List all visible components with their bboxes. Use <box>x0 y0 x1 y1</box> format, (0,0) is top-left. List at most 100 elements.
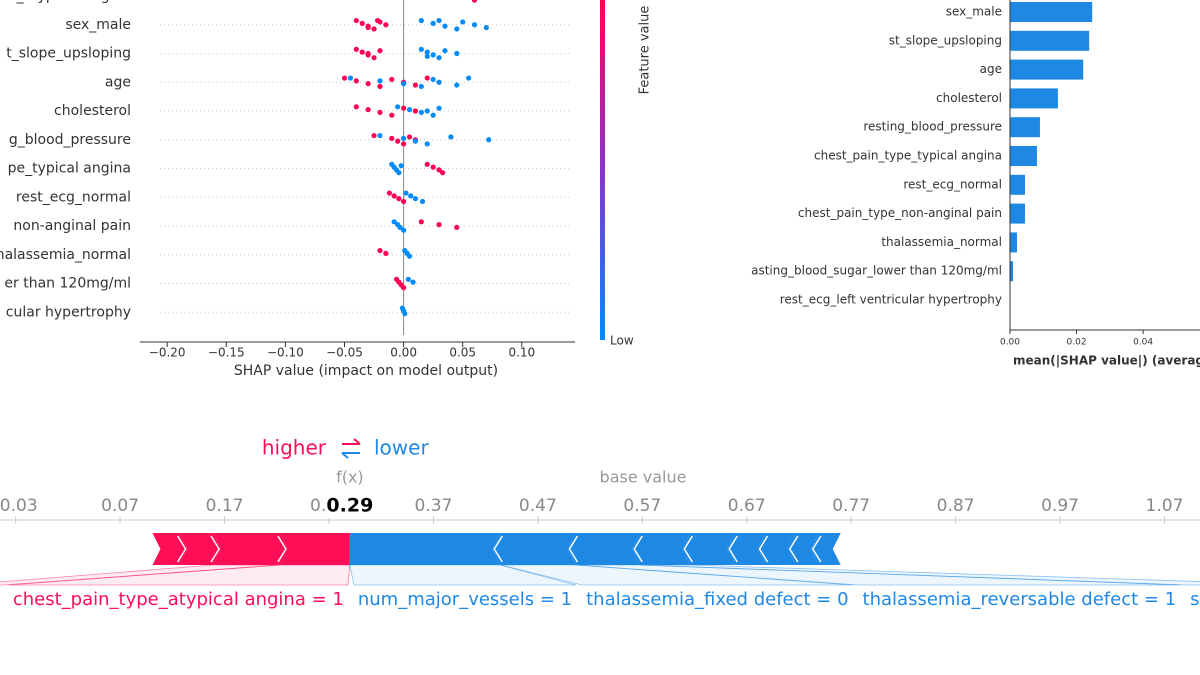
shap-dot <box>483 24 489 31</box>
bar <box>1010 261 1013 282</box>
force-segment-higher <box>213 533 288 565</box>
bar <box>1010 88 1058 109</box>
shap-dot <box>448 134 454 140</box>
segment-divider <box>633 535 643 563</box>
shap-dot <box>424 161 430 167</box>
segment-divider <box>176 535 187 563</box>
feature-label: rest_ecg_normal <box>903 177 1002 191</box>
legend-lower: lower <box>374 436 429 460</box>
segment-divider <box>758 535 769 563</box>
x-tick-label: 0.02 <box>1067 338 1087 348</box>
shap-dot <box>418 109 424 115</box>
shap-dot <box>471 0 478 3</box>
segment-divider <box>493 535 503 563</box>
shap-dot <box>359 49 365 55</box>
feature-label: chest_pain_type_typical angina <box>814 149 1002 163</box>
force-segment-lower <box>757 533 796 565</box>
shap-dot <box>442 23 448 29</box>
x-tick-label: −0.05 <box>326 346 363 360</box>
force-segment-higher <box>179 533 222 565</box>
x-tick-label: 1.07 <box>1146 496 1184 516</box>
force-segment-higher <box>152 533 188 565</box>
shap-dot <box>418 219 424 225</box>
shap-dot <box>406 107 413 113</box>
shap-dot <box>377 247 383 254</box>
colorbar <box>600 0 605 340</box>
shap-dot <box>410 279 416 285</box>
base-value-label: base value <box>600 468 687 487</box>
shap-dot <box>406 134 413 140</box>
feature-label: thalassemia_normal <box>881 235 1002 249</box>
shap-dot <box>401 141 407 147</box>
feature-label-lower: thalassemia_fixed defect = 0 <box>586 589 848 610</box>
bar <box>1010 117 1040 138</box>
shap-dot <box>353 104 359 110</box>
connector <box>640 564 1200 586</box>
connector <box>500 564 853 586</box>
shap-dot <box>383 250 389 256</box>
shap-dot <box>401 135 407 141</box>
shap-dot <box>430 112 436 118</box>
connector <box>349 564 577 586</box>
shap-dot <box>471 22 478 28</box>
shap-dot <box>424 49 430 55</box>
x-axis-label: SHAP value (impact on model output) <box>234 363 498 379</box>
shap-dot <box>396 196 402 202</box>
shap-dot <box>395 138 401 144</box>
force-segment-lower <box>492 533 576 565</box>
shap-dot <box>386 190 393 196</box>
colorbar-low: Low <box>610 334 634 348</box>
shap-dot <box>365 107 371 113</box>
x-tick-label: 0.47 <box>519 496 557 516</box>
x-tick-label: 0.37 <box>414 496 452 516</box>
feature-label-higher: chest_pain_type_atypical angina = 1 <box>13 589 344 610</box>
shap-dot <box>377 78 383 84</box>
shap-dot <box>405 276 411 282</box>
shap-dot <box>374 17 381 24</box>
shap-dot <box>436 79 442 85</box>
x-tick-label: 0.00 <box>390 346 417 360</box>
x-tick-label: −0.15 <box>208 346 245 360</box>
shap-dot <box>389 135 395 141</box>
colorbar-label: Feature value <box>638 6 653 95</box>
feature-label: t_slope_upsloping <box>6 46 131 62</box>
feature-label: cholesterol <box>54 103 131 119</box>
shap-dot <box>440 170 446 176</box>
bar <box>1010 30 1090 51</box>
shap-dot <box>436 222 442 228</box>
force-segment-lower <box>727 533 766 565</box>
x-tick-label: −0.10 <box>267 346 304 360</box>
shap-dot <box>424 53 430 59</box>
shap-dot <box>454 224 460 230</box>
shap-dot <box>397 224 403 230</box>
force-segment-lower <box>567 533 641 565</box>
shap-dot <box>418 46 424 52</box>
x-tick-label: 0.87 <box>937 496 975 516</box>
x-tick-label: 0.77 <box>832 496 870 516</box>
feature-label-lower: st_depressio <box>1190 589 1200 610</box>
shap-dot <box>430 52 436 58</box>
feature-label: pe_typical angina <box>8 161 131 177</box>
segment-divider <box>683 535 693 563</box>
shap-dot <box>402 311 408 317</box>
shap-dot <box>424 75 430 81</box>
feature-label: sex_male <box>65 17 131 33</box>
x-tick-label: −0.20 <box>149 346 186 360</box>
x-tick-label: -0.03 <box>0 496 38 516</box>
shap-dot <box>365 24 371 31</box>
shap-dot <box>396 170 402 176</box>
shap-dot <box>391 219 397 225</box>
x-tick-label: 0.57 <box>623 496 661 516</box>
shap-dot <box>418 83 424 90</box>
feature-label: rest_ecg_left ventricular hypertrophy <box>780 293 1002 307</box>
x-tick-label: 0.67 <box>728 496 766 516</box>
shap-dot <box>430 76 436 83</box>
shap-dot <box>377 48 383 54</box>
shap-dot <box>371 55 377 61</box>
feature-label: age <box>980 62 1002 76</box>
feature-label-lower: thalassemia_reversable defect = 1 <box>863 589 1177 610</box>
shap-dot <box>419 198 426 205</box>
shap-dot <box>403 190 409 196</box>
